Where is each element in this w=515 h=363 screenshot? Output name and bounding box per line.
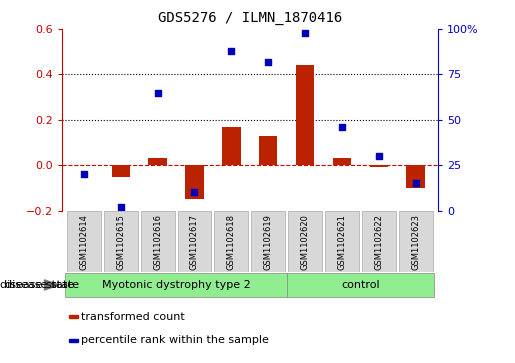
Point	[374, 153, 383, 159]
Text: disease state: disease state	[5, 280, 79, 290]
Text: transformed count: transformed count	[81, 311, 185, 322]
FancyBboxPatch shape	[141, 211, 175, 272]
Text: disease state: disease state	[0, 280, 74, 290]
Bar	[185, 165, 204, 199]
Bar	[70, 315, 78, 318]
Text: GSM1102616: GSM1102616	[153, 213, 162, 270]
Point	[301, 30, 309, 36]
Text: GSM1102617: GSM1102617	[190, 213, 199, 270]
Point	[338, 124, 346, 130]
FancyBboxPatch shape	[214, 211, 248, 272]
Bar	[70, 339, 78, 342]
FancyBboxPatch shape	[287, 273, 434, 297]
FancyBboxPatch shape	[251, 211, 285, 272]
Polygon shape	[44, 280, 59, 290]
Bar	[333, 158, 351, 165]
Text: GSM1102614: GSM1102614	[79, 213, 89, 269]
Point	[191, 189, 199, 195]
Text: GSM1102621: GSM1102621	[337, 213, 347, 269]
Point	[227, 48, 235, 54]
Bar	[296, 65, 314, 165]
Point	[411, 180, 420, 186]
Text: GSM1102618: GSM1102618	[227, 213, 236, 270]
Text: GSM1102623: GSM1102623	[411, 213, 420, 270]
FancyBboxPatch shape	[288, 211, 322, 272]
Text: percentile rank within the sample: percentile rank within the sample	[81, 335, 269, 346]
FancyBboxPatch shape	[325, 211, 359, 272]
Bar	[406, 165, 425, 188]
Point	[117, 204, 125, 210]
Text: Myotonic dystrophy type 2: Myotonic dystrophy type 2	[101, 280, 250, 290]
Text: GSM1102619: GSM1102619	[264, 213, 273, 269]
FancyBboxPatch shape	[67, 211, 101, 272]
FancyBboxPatch shape	[178, 211, 212, 272]
Bar	[148, 158, 167, 165]
Text: GSM1102620: GSM1102620	[301, 213, 310, 269]
Title: GDS5276 / ILMN_1870416: GDS5276 / ILMN_1870416	[158, 11, 342, 25]
Text: control: control	[341, 280, 380, 290]
Bar	[112, 165, 130, 176]
Bar	[259, 136, 278, 165]
Text: GSM1102622: GSM1102622	[374, 213, 383, 269]
FancyBboxPatch shape	[399, 211, 433, 272]
Point	[80, 171, 88, 177]
FancyBboxPatch shape	[104, 211, 138, 272]
Point	[153, 90, 162, 95]
Bar	[370, 165, 388, 167]
FancyBboxPatch shape	[65, 273, 287, 297]
Text: GSM1102615: GSM1102615	[116, 213, 125, 269]
Bar	[222, 127, 241, 165]
Point	[264, 59, 272, 65]
FancyBboxPatch shape	[362, 211, 396, 272]
